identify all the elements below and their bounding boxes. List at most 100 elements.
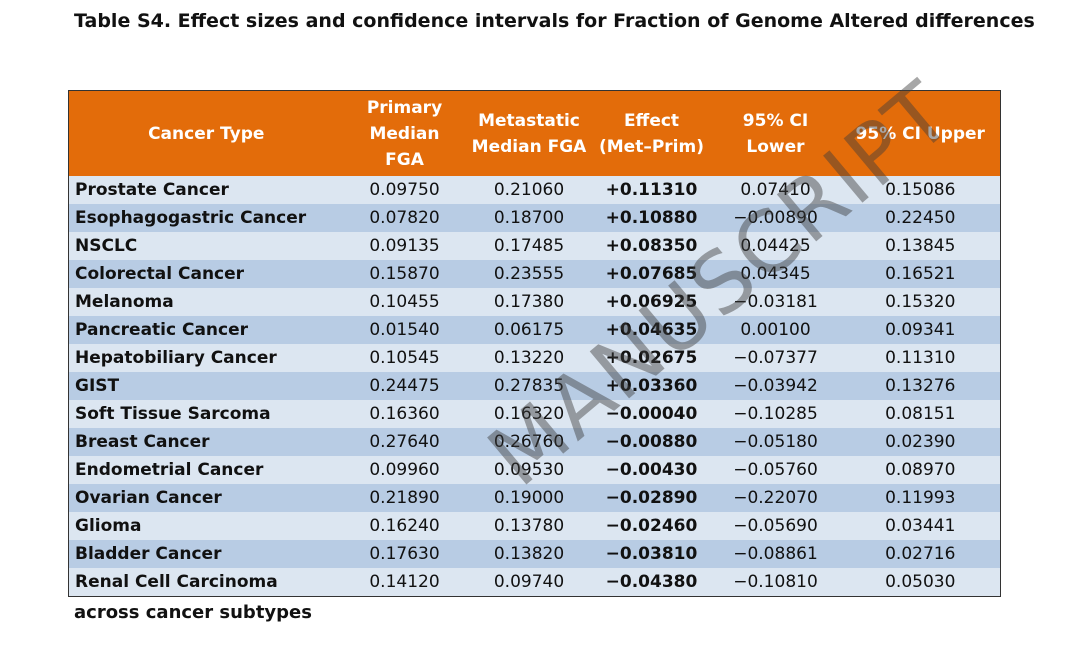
table-cell: −0.22070	[710, 484, 841, 512]
table-cell: +0.04635	[592, 316, 711, 344]
table-row: Endometrial Cancer 0.09960 0.09530 −0.00430…	[68, 456, 1001, 484]
table-cell: Pancreatic Cancer	[68, 316, 344, 344]
table-row: Pancreatic Cancer 0.01540 0.06175 +0.04635 0…	[68, 316, 1001, 344]
table-cell: 0.08970	[840, 456, 1001, 484]
table-row: Bladder Cancer 0.17630 0.13820 −0.03810 −0.0…	[68, 540, 1001, 568]
table-cell: Melanoma	[68, 288, 344, 316]
table-cell: 0.07410	[710, 176, 841, 204]
table-row: Renal Cell Carcinoma 0.14120 0.09740 −0.043…	[68, 568, 1001, 597]
table-cell: 0.00100	[710, 316, 841, 344]
table-row: Prostate Cancer 0.09750 0.21060 +0.11310 0.0…	[68, 176, 1001, 204]
table-cell: −0.05180	[710, 428, 841, 456]
table-cell: Renal Cell Carcinoma	[68, 568, 344, 597]
table-cell: +0.10880	[592, 204, 711, 232]
table-cell: 0.17630	[343, 540, 466, 568]
table-cell: +0.08350	[592, 232, 711, 260]
table-cell: −0.02460	[592, 512, 711, 540]
table-cell: 0.01540	[343, 316, 466, 344]
table-title: Table S4. Effect sizes and confidence in…	[74, 10, 1035, 32]
table-cell: 0.22450	[840, 204, 1001, 232]
table-cell: −0.05760	[710, 456, 841, 484]
table-cell: Breast Cancer	[68, 428, 344, 456]
table-cell: 0.27835	[465, 372, 593, 400]
table-row: Breast Cancer 0.27640 0.26760 −0.00880 −0.05…	[68, 428, 1001, 456]
table-cell: 0.16521	[840, 260, 1001, 288]
table-cell: 0.02716	[840, 540, 1001, 568]
header-row: Cancer Type Primary Median FGA Metastatic …	[68, 90, 1001, 176]
table-cell: −0.05690	[710, 512, 841, 540]
table-cell: 0.07820	[343, 204, 466, 232]
table-cell: 0.16320	[465, 400, 593, 428]
table-cell: 0.11310	[840, 344, 1001, 372]
table-cell: 0.18700	[465, 204, 593, 232]
table-cell: 0.19000	[465, 484, 593, 512]
table-cell: 0.15320	[840, 288, 1001, 316]
data-table: Cancer Type Primary Median FGA Metastatic …	[68, 90, 1001, 597]
table-row: GIST 0.24475 0.27835 +0.03360 −0.03942 0.1327…	[68, 372, 1001, 400]
header-cell: 95% CI Upper	[840, 90, 1001, 176]
table-row: Ovarian Cancer 0.21890 0.19000 −0.02890 −0.2…	[68, 484, 1001, 512]
table-cell: 0.10455	[343, 288, 466, 316]
table-cell: Soft Tissue Sarcoma	[68, 400, 344, 428]
table-cell: −0.03942	[710, 372, 841, 400]
table-cell: 0.17485	[465, 232, 593, 260]
table-cell: 0.09135	[343, 232, 466, 260]
table-cell: 0.17380	[465, 288, 593, 316]
table-cell: +0.06925	[592, 288, 711, 316]
table-row: NSCLC 0.09135 0.17485 +0.08350 0.04425 0.1384…	[68, 232, 1001, 260]
table-cell: Prostate Cancer	[68, 176, 344, 204]
table-cell: 0.08151	[840, 400, 1001, 428]
table-cell: 0.11993	[840, 484, 1001, 512]
caption-end: across cancer subtypes	[74, 602, 312, 623]
table-cell: Ovarian Cancer	[68, 484, 344, 512]
table-cell: −0.04380	[592, 568, 711, 597]
table-cell: 0.26760	[465, 428, 593, 456]
table-cell: −0.03181	[710, 288, 841, 316]
table-row: Melanoma 0.10455 0.17380 +0.06925 −0.03181 0.…	[68, 288, 1001, 316]
table-cell: −0.00430	[592, 456, 711, 484]
table-cell: 0.05030	[840, 568, 1001, 597]
table-cell: −0.08861	[710, 540, 841, 568]
table-cell: 0.24475	[343, 372, 466, 400]
table-cell: 0.13820	[465, 540, 593, 568]
table-cell: 0.09960	[343, 456, 466, 484]
table-cell: 0.21890	[343, 484, 466, 512]
header-cell: Metastatic Median FGA	[465, 90, 593, 176]
table-row: Esophagogastric Cancer 0.07820 0.18700 +0.1…	[68, 204, 1001, 232]
table-cell: 0.15086	[840, 176, 1001, 204]
table-cell: 0.13220	[465, 344, 593, 372]
table-cell: Esophagogastric Cancer	[68, 204, 344, 232]
header-cell: Cancer Type	[68, 90, 344, 176]
header-cell: Primary Median FGA	[343, 90, 466, 176]
table-cell: −0.00880	[592, 428, 711, 456]
table-cell: 0.16360	[343, 400, 466, 428]
table-cell: 0.27640	[343, 428, 466, 456]
table-cell: −0.00040	[592, 400, 711, 428]
table-cell: +0.02675	[592, 344, 711, 372]
table-cell: −0.03810	[592, 540, 711, 568]
table-cell: 0.02390	[840, 428, 1001, 456]
table-cell: +0.11310	[592, 176, 711, 204]
table-cell: 0.14120	[343, 568, 466, 597]
table-row: Glioma 0.16240 0.13780 −0.02460 −0.05690 0.03…	[68, 512, 1001, 540]
table-cell: 0.04345	[710, 260, 841, 288]
table-cell: 0.03441	[840, 512, 1001, 540]
table-cell: Glioma	[68, 512, 344, 540]
table-cell: 0.10545	[343, 344, 466, 372]
table-cell: GIST	[68, 372, 344, 400]
table-cell: 0.13276	[840, 372, 1001, 400]
table-cell: +0.03360	[592, 372, 711, 400]
table-cell: Endometrial Cancer	[68, 456, 344, 484]
table-row: Colorectal Cancer 0.15870 0.23555 +0.07685 0…	[68, 260, 1001, 288]
table-cell: NSCLC	[68, 232, 344, 260]
table-cell: 0.21060	[465, 176, 593, 204]
table-cell: −0.10810	[710, 568, 841, 597]
table-cell: 0.09530	[465, 456, 593, 484]
table-cell: Hepatobiliary Cancer	[68, 344, 344, 372]
table-cell: Colorectal Cancer	[68, 260, 344, 288]
header-cell: 95% CI Lower	[710, 90, 841, 176]
table-cell: 0.09750	[343, 176, 466, 204]
table-cell: 0.09740	[465, 568, 593, 597]
table-cell: 0.23555	[465, 260, 593, 288]
